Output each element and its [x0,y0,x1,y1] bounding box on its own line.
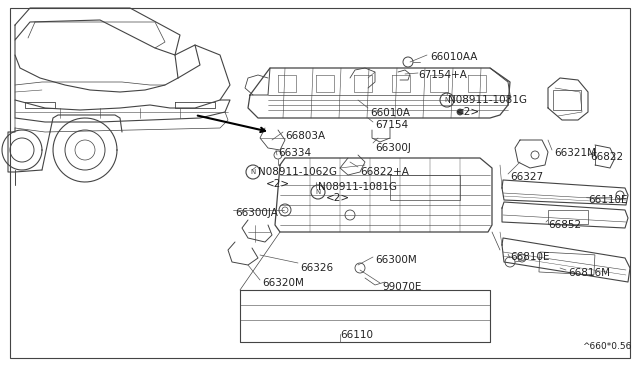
Text: 66300J: 66300J [375,143,411,153]
Text: N: N [316,189,321,195]
Bar [539,252,595,275]
Bar [548,210,588,224]
Text: 99070E: 99070E [382,282,421,292]
Text: <2>: <2> [266,179,290,189]
Text: 66803A: 66803A [285,131,325,141]
Text: 66816M: 66816M [568,268,610,278]
Text: 66822+A: 66822+A [360,167,409,177]
Text: N08911-1062G: N08911-1062G [258,167,337,177]
Text: 66300JA: 66300JA [235,208,278,218]
Text: 66320M: 66320M [262,278,304,288]
Text: 66326: 66326 [300,263,333,273]
Text: N08911-1081G: N08911-1081G [318,182,397,192]
Text: 67154: 67154 [375,120,408,130]
Text: 66010A: 66010A [370,108,410,118]
Text: 66300M: 66300M [375,255,417,265]
Text: N: N [250,169,255,175]
Text: 67154+A: 67154+A [418,70,467,80]
Text: 66852: 66852 [548,220,581,230]
Text: N: N [444,97,450,103]
Text: N08911-1081G: N08911-1081G [448,95,527,105]
Text: 66010AA: 66010AA [430,52,477,62]
Text: <2>: <2> [326,193,350,203]
Circle shape [457,109,463,115]
Text: 66110: 66110 [340,330,373,340]
Text: 66810E: 66810E [510,252,550,262]
Text: <2>: <2> [456,107,480,117]
Text: 66327: 66327 [510,172,543,182]
Text: 66321M: 66321M [554,148,596,158]
Text: 66822: 66822 [590,152,623,162]
Text: 66110E: 66110E [588,195,627,205]
Bar [553,90,581,110]
Text: ^660*0.56: ^660*0.56 [582,342,632,351]
Text: 66334: 66334 [278,148,311,158]
